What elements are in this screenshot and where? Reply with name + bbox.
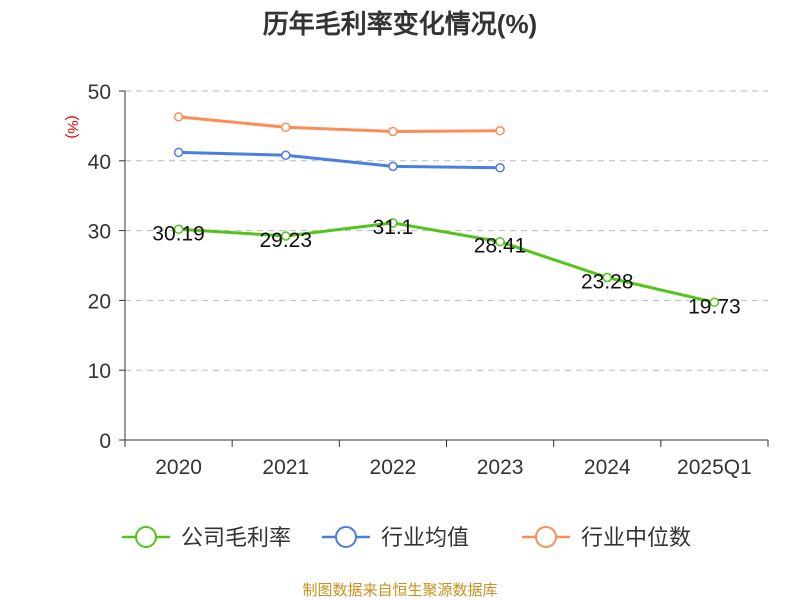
data-point xyxy=(388,161,398,172)
y-tick-label: 10 xyxy=(88,360,111,383)
y-axis-label: (%) xyxy=(64,115,81,138)
data-label: 28.41 xyxy=(474,235,527,258)
data-label: 31.1 xyxy=(372,216,413,239)
data-point xyxy=(495,163,505,173)
y-tick-label: 30 xyxy=(88,221,111,244)
data-point xyxy=(495,236,505,247)
legend-label: 行业均值 xyxy=(381,525,469,550)
y-tick-label: 0 xyxy=(99,430,111,453)
data-point xyxy=(388,126,398,137)
x-tick-label: 2021 xyxy=(262,456,309,479)
data-point xyxy=(281,122,291,133)
series-line-0 xyxy=(178,221,715,304)
legend-marker xyxy=(535,526,557,548)
data-point xyxy=(173,224,184,235)
x-tick-label: 2025Q1 xyxy=(677,456,752,479)
x-tick-label: 2020 xyxy=(155,456,202,479)
data-point xyxy=(173,147,184,158)
data-point xyxy=(281,231,291,241)
data-point xyxy=(281,150,291,160)
data-point xyxy=(388,218,398,228)
data-label: 19.73 xyxy=(688,295,741,318)
y-tick-label: 50 xyxy=(88,81,111,104)
chart-title: 历年毛利率变化情况(%) xyxy=(263,9,537,39)
data-label: 30.19 xyxy=(152,222,205,245)
legend-marker xyxy=(335,526,357,548)
x-tick-label: 2023 xyxy=(477,456,524,479)
y-tick-label: 20 xyxy=(88,290,111,313)
data-point xyxy=(495,126,505,136)
legend-label: 公司毛利率 xyxy=(181,525,291,550)
legend-label: 行业中位数 xyxy=(581,525,691,550)
data-point xyxy=(602,272,612,283)
series-line-2 xyxy=(178,115,501,133)
legend-marker xyxy=(135,526,157,548)
data-point xyxy=(173,112,184,122)
data-point xyxy=(709,297,720,308)
source-note: 制图数据来自恒生聚源数据库 xyxy=(302,582,497,599)
x-tick-label: 2024 xyxy=(584,456,631,479)
data-label: 23.28 xyxy=(581,271,634,294)
series-line-1 xyxy=(178,150,501,170)
y-tick-label: 40 xyxy=(88,151,111,174)
x-tick-label: 2022 xyxy=(370,456,417,479)
data-label: 29.23 xyxy=(259,229,312,252)
